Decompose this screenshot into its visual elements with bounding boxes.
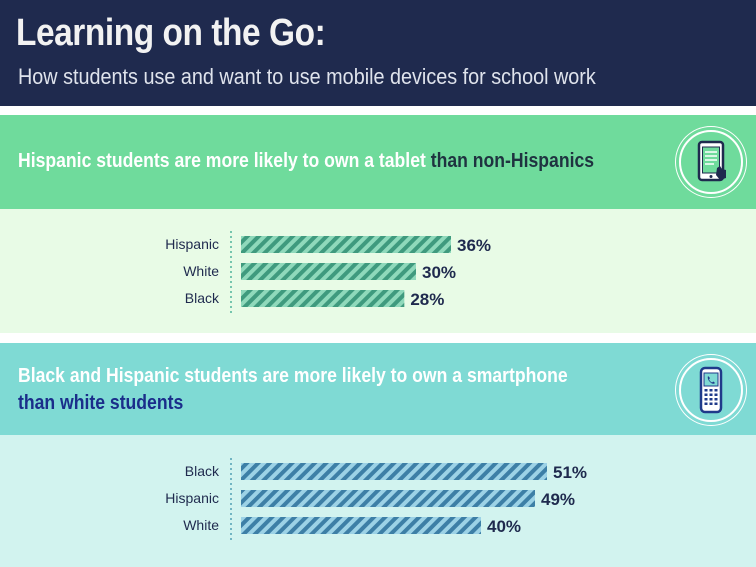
section-tablet-title-part2: than non-Hispanics: [425, 150, 595, 172]
section-smartphone-header: [0, 343, 756, 435]
smartphone-category-label: Hispanic: [165, 490, 219, 506]
smartphone-bar: [241, 490, 535, 507]
page-subtitle: How students use and want to use mobile …: [18, 64, 596, 89]
smartphone-value-label: 40%: [487, 517, 521, 536]
smartphone-icon: [679, 358, 743, 422]
section-divider: [0, 333, 756, 343]
tablet-bar: [241, 236, 451, 253]
section-smartphone-title-line2: than white students: [18, 392, 184, 414]
smartphone-value-label: 49%: [541, 490, 575, 509]
tablet-value-label: 30%: [422, 263, 456, 282]
tablet-category-label: White: [183, 263, 219, 279]
smartphone-value-label: 51%: [553, 463, 587, 482]
tablet-icon: [679, 130, 743, 194]
section-tablet-title-part1: Hispanic students are more likely to own…: [18, 150, 426, 172]
page-title: Learning on the Go:: [16, 12, 326, 54]
header-banner: Learning on the Go: How students use and…: [0, 0, 756, 106]
section-tablet-title: Hispanic students are more likely to own…: [18, 150, 594, 173]
tablet-value-label: 28%: [410, 290, 444, 309]
tablet-category-label: Hispanic: [165, 236, 219, 252]
tablet-bar: [241, 290, 405, 307]
smartphone-category-label: Black: [185, 463, 220, 479]
section-smartphone-title-line1: Black and Hispanic students are more lik…: [18, 365, 568, 387]
smartphone-bar: [241, 517, 481, 534]
tablet-category-label: Black: [185, 290, 220, 306]
tablet-value-label: 36%: [457, 236, 491, 255]
chart-smartphone-ownership: Black 51% Hispanic 49% White 40%: [165, 463, 587, 536]
section-tablet-header: [0, 115, 756, 209]
chart-tablet-ownership: Hispanic 36% White 30% Black 28%: [165, 236, 491, 309]
tablet-bar: [241, 263, 416, 280]
smartphone-category-label: White: [183, 517, 219, 533]
smartphone-bar: [241, 463, 547, 480]
